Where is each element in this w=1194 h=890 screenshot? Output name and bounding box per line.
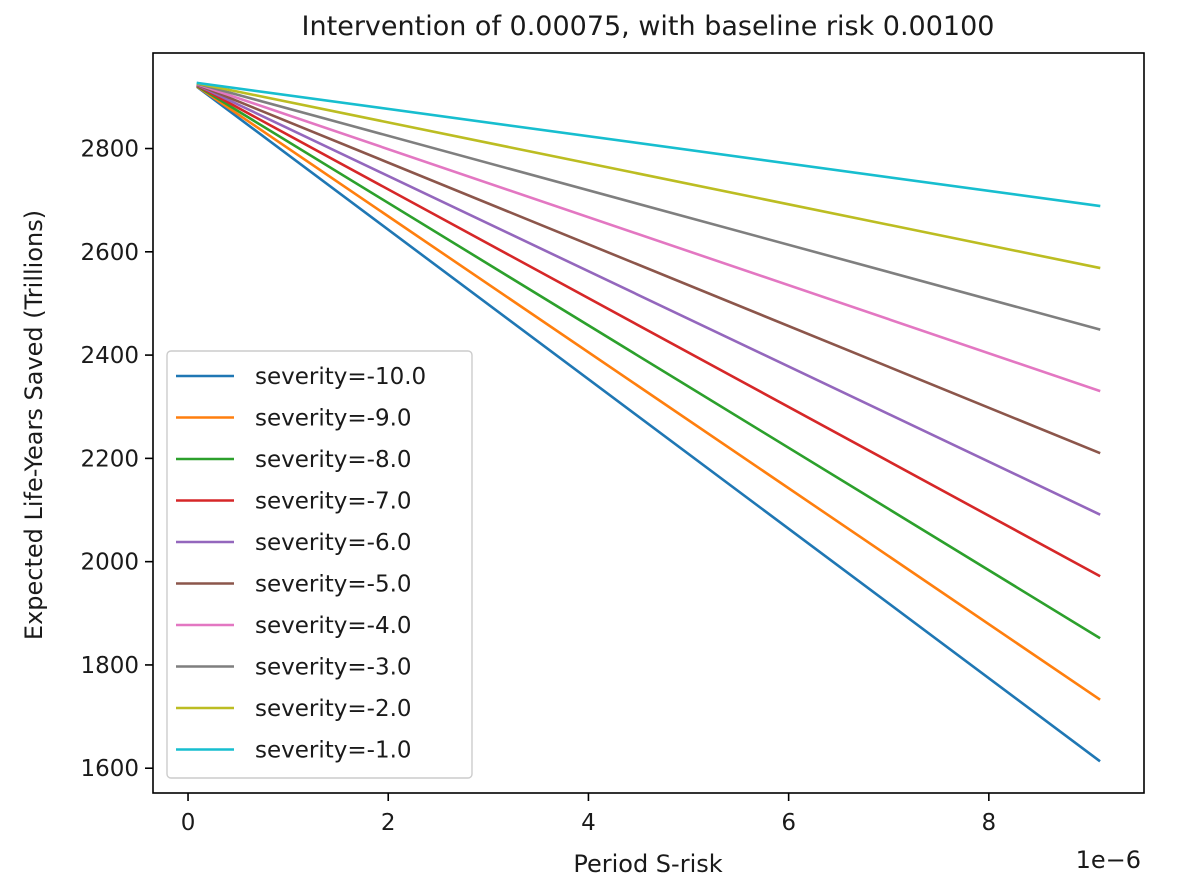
- series-line: [196, 84, 1101, 578]
- legend-label: severity=-4.0: [255, 613, 412, 639]
- series-line: [196, 85, 1101, 763]
- plot-layer: [196, 81, 1101, 763]
- y-tick-label: 1800: [80, 653, 139, 679]
- series-line: [196, 81, 1101, 208]
- x-tick-label: 8: [982, 810, 997, 836]
- legend: severity=-10.0 severity=-9.0 severity=-8.0…: [166, 350, 473, 779]
- legend-frame: [166, 350, 473, 779]
- legend-label: severity=-8.0: [255, 447, 412, 473]
- y-tick-label: 2200: [80, 446, 139, 472]
- legend-label: severity=-9.0: [255, 406, 412, 432]
- x-tick-label: 4: [581, 810, 596, 836]
- series-line: [196, 82, 1101, 331]
- series-line: [196, 85, 1101, 701]
- series-line: [196, 81, 1101, 270]
- legend-label: severity=-5.0: [255, 572, 412, 598]
- y-tick-label: 2800: [80, 137, 139, 163]
- series-line: [196, 82, 1101, 393]
- y-tick-label: 2600: [80, 240, 139, 266]
- y-tick-label: 1600: [80, 756, 139, 782]
- series-line: [196, 83, 1101, 516]
- legend-label: severity=-2.0: [255, 696, 412, 722]
- series-line: [196, 83, 1101, 455]
- series-line: [196, 84, 1101, 640]
- y-tick-label: 2000: [80, 550, 139, 576]
- legend-label: severity=-7.0: [255, 489, 412, 515]
- plot-area-frame: [152, 52, 1145, 794]
- x-tick-label: 2: [381, 810, 396, 836]
- legend-label: severity=-1.0: [255, 738, 412, 764]
- y-axis: 1600 1800 2000 2200 2400 2600 2800: [80, 137, 153, 782]
- x-axis-offset-label: 1e−6: [1076, 846, 1141, 874]
- y-axis-label: Expected Life-Years Saved (Trillions): [20, 210, 48, 640]
- chart-title: Intervention of 0.00075, with baseline r…: [302, 11, 995, 42]
- legend-label: severity=-6.0: [255, 530, 412, 556]
- x-axis-label: Period S-risk: [573, 850, 722, 878]
- x-tick-label: 6: [781, 810, 796, 836]
- y-tick-label: 2400: [80, 343, 139, 369]
- legend-label: severity=-3.0: [255, 655, 412, 681]
- legend-label: severity=-10.0: [255, 364, 426, 390]
- x-tick-label: 0: [181, 810, 196, 836]
- x-axis: 0 2 4 6 8: [181, 793, 996, 836]
